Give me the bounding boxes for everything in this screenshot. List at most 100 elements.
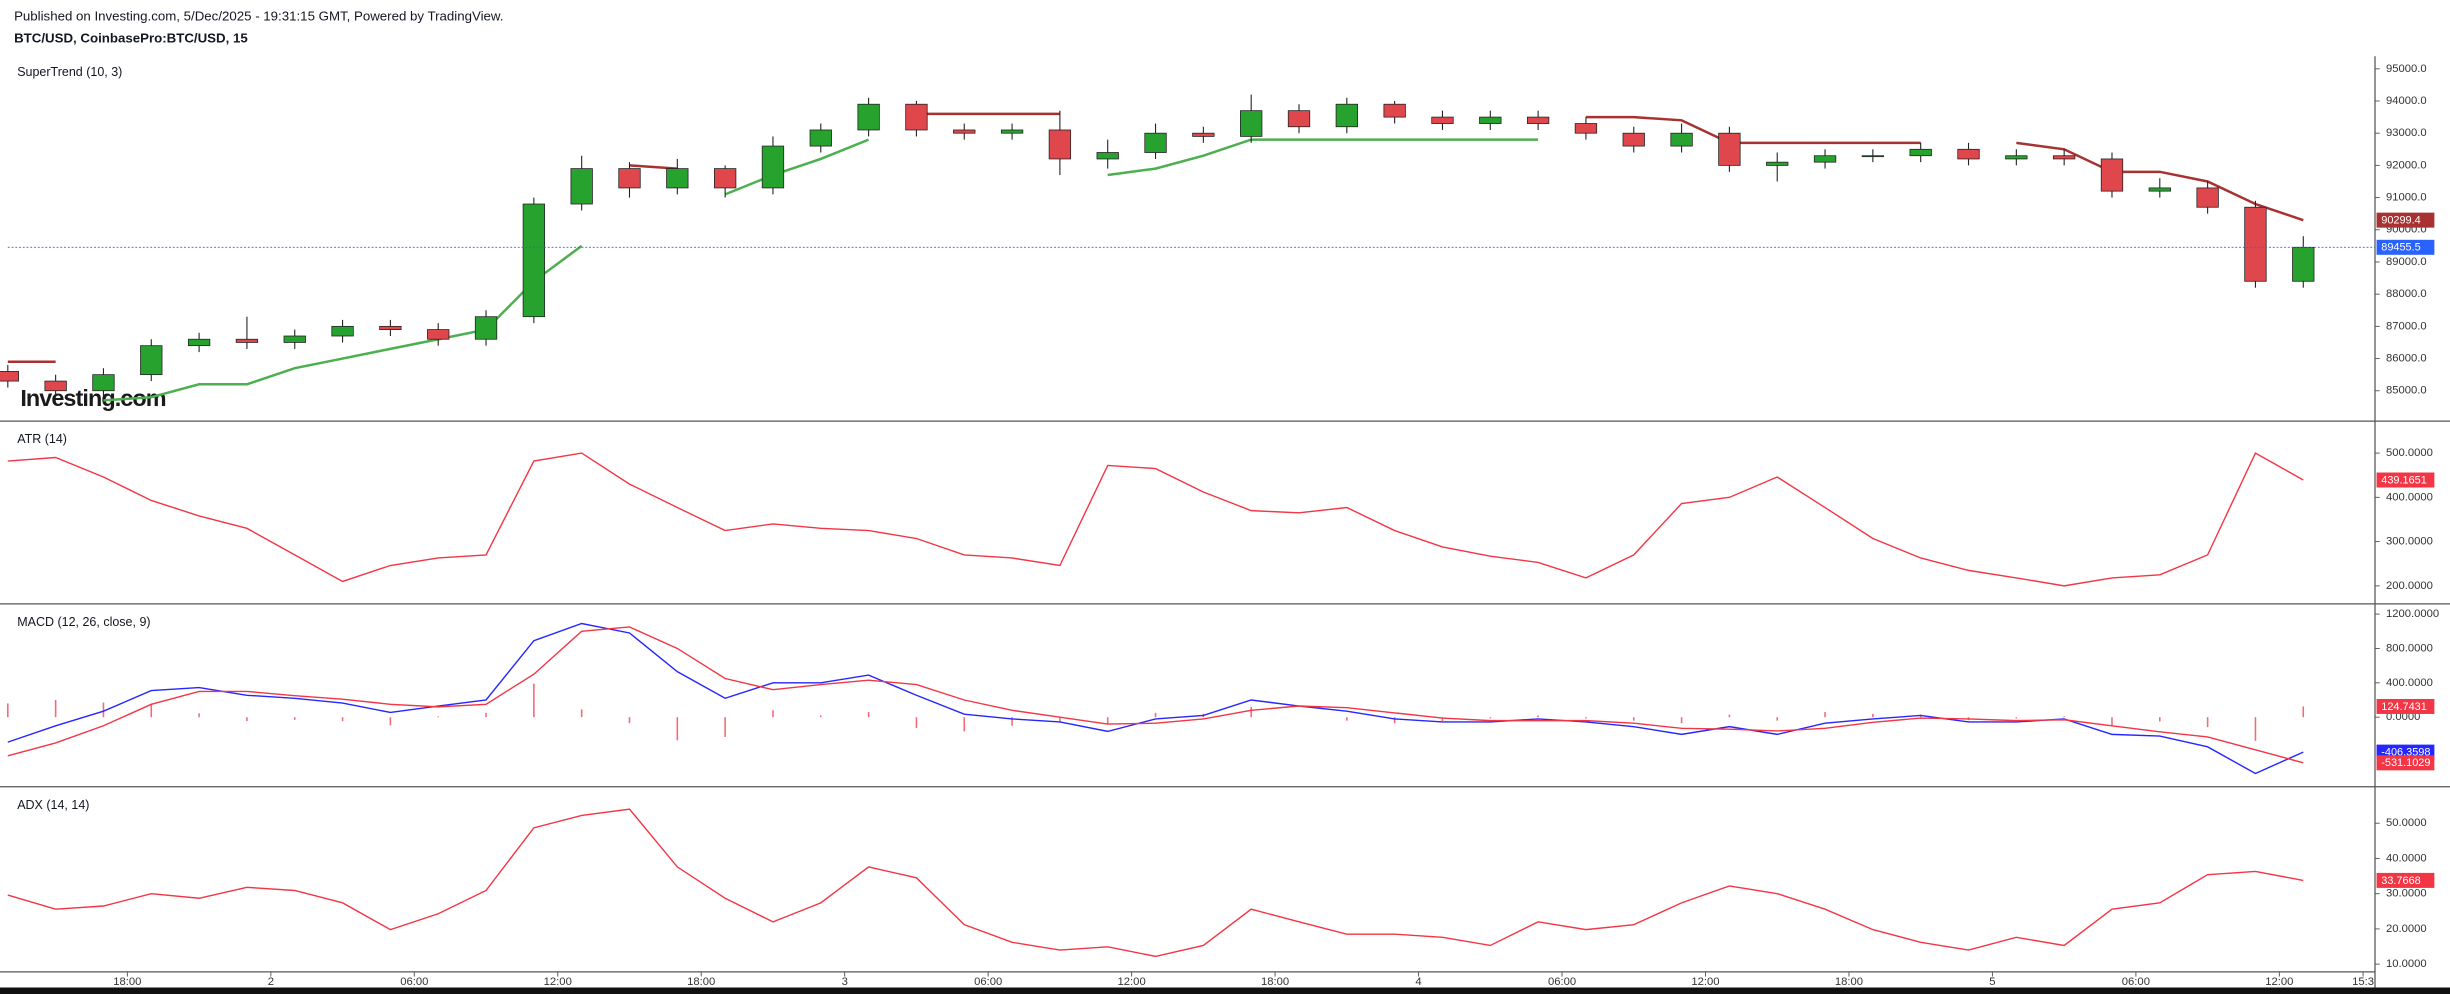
- histogram-bar: [2015, 717, 2018, 719]
- x-tick-label: 18:00: [1835, 976, 1863, 988]
- candle-body: [1383, 103, 1406, 118]
- histogram-bar: [580, 709, 583, 718]
- value-box-label: 89455.5: [2381, 242, 2420, 254]
- histogram-bar: [389, 717, 392, 726]
- candle-body: [235, 338, 259, 343]
- candle-body: [1431, 116, 1454, 124]
- candle-body: [1240, 110, 1263, 137]
- histogram-bar: [1441, 717, 1444, 722]
- histogram-bar: [1872, 713, 1874, 718]
- histogram-bar: [1059, 717, 1061, 722]
- candle-body: [44, 380, 67, 392]
- indicator-line: [7, 452, 2304, 587]
- y-tick-label: 0.0000: [2386, 711, 2420, 723]
- histogram-bar: [2111, 717, 2113, 726]
- histogram-bar: [2063, 716, 2065, 718]
- y-tick-label: 400.0000: [2386, 491, 2433, 503]
- x-tick-label: 15:3: [2352, 976, 2374, 988]
- histogram-bar: [676, 717, 679, 741]
- x-tick-label: 12:00: [1691, 976, 1719, 988]
- candle-body: [1335, 103, 1358, 128]
- panel-title: ATR (14): [17, 432, 67, 446]
- value-box: [2376, 755, 2435, 771]
- x-tick-label: 06:00: [1548, 976, 1576, 988]
- y-tick-label: 85000.0: [2386, 385, 2427, 397]
- histogram-bar: [533, 683, 535, 718]
- candle-body: [1479, 116, 1502, 124]
- histogram-bar: [341, 717, 344, 722]
- candle-body: [283, 335, 306, 343]
- candle-body: [379, 325, 402, 330]
- x-tick-label: 06:00: [974, 976, 1002, 988]
- histogram-bar: [485, 712, 487, 718]
- value-box-label: 439.1651: [2381, 474, 2427, 486]
- x-tick-label: 3: [842, 976, 848, 988]
- candle-body: [666, 168, 689, 189]
- candle-body: [1192, 132, 1215, 137]
- candle-body: [1909, 148, 1932, 157]
- candle-body: [1287, 110, 1311, 128]
- x-tick-label: 4: [1415, 976, 1421, 988]
- histogram-bar: [820, 715, 822, 718]
- y-tick-label: 200.0000: [2386, 580, 2433, 592]
- y-tick-label: 95000.0: [2386, 63, 2427, 75]
- histogram-bar: [293, 717, 296, 720]
- candle-body: [761, 145, 785, 189]
- publish-note: Published on Investing.com, 5/Dec/2025 -…: [14, 9, 503, 24]
- histogram-bar: [1537, 715, 1539, 718]
- candle-body: [905, 103, 928, 131]
- histogram-bar: [772, 710, 774, 718]
- supertrend-line: [7, 112, 2304, 364]
- candle-body: [857, 103, 880, 131]
- candle-body: [522, 203, 546, 318]
- candle-body: [0, 371, 19, 382]
- panel-title: MACD (12, 26, close, 9): [17, 615, 150, 629]
- symbol-title: BTC/USD, CoinbasePro:BTC/USD, 15: [14, 31, 248, 46]
- histogram-bar: [150, 703, 153, 718]
- indicator-line: [7, 808, 2304, 958]
- histogram-bar: [1154, 712, 1157, 718]
- candle-body: [1526, 116, 1550, 124]
- y-tick-label: 92000.0: [2386, 159, 2427, 171]
- y-tick-label: 87000.0: [2386, 320, 2427, 332]
- value-box: [2376, 872, 2435, 888]
- histogram-bar: [915, 717, 918, 728]
- histogram-bar: [1728, 714, 1731, 718]
- candle-body: [1670, 132, 1693, 147]
- histogram-bar: [198, 713, 200, 718]
- histogram-bar: [2302, 706, 2305, 718]
- panel-title: SuperTrend (10, 3): [17, 65, 122, 79]
- histogram-bar: [7, 703, 9, 718]
- x-tick-label: 12:00: [544, 976, 572, 988]
- candle-body: [427, 329, 450, 340]
- value-box-label: 124.7431: [2381, 701, 2427, 713]
- y-tick-label: 400.0000: [2386, 677, 2433, 689]
- candle-body: [1622, 132, 1645, 147]
- value-box-label: -531.1029: [2381, 757, 2430, 769]
- y-tick-label: 20.0000: [2386, 923, 2427, 935]
- candle-body: [2244, 206, 2267, 282]
- x-tick-label: 18:00: [1261, 976, 1289, 988]
- candle-body: [2292, 246, 2315, 282]
- x-tick-label: 18:00: [113, 976, 141, 988]
- y-tick-label: 1200.0000: [2386, 608, 2439, 620]
- histogram-bar: [1393, 717, 1396, 724]
- candle-body: [2196, 187, 2219, 208]
- histogram-bar: [1585, 717, 1587, 719]
- value-box: [2376, 212, 2435, 228]
- histogram-bar: [963, 717, 966, 732]
- y-tick-label: 89000.0: [2386, 256, 2427, 268]
- candle-body: [618, 168, 641, 189]
- candle-body: [92, 374, 115, 392]
- histogram-bar: [1680, 717, 1683, 724]
- candle-body: [713, 168, 737, 189]
- candle-body: [1718, 132, 1741, 166]
- histogram-bar: [1776, 717, 1779, 721]
- value-box-label: 33.7668: [2381, 875, 2420, 887]
- candle-body: [1813, 155, 1837, 163]
- candle-body: [1000, 129, 1024, 134]
- y-tick-label: 91000.0: [2386, 192, 2427, 204]
- y-tick-label: 300.0000: [2386, 536, 2433, 548]
- histogram-bar: [2254, 717, 2257, 741]
